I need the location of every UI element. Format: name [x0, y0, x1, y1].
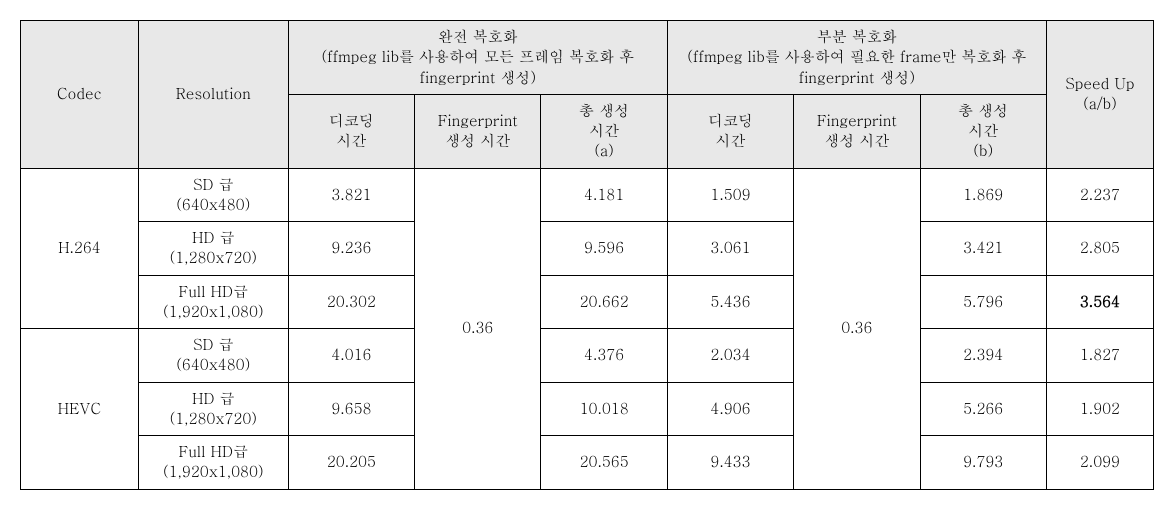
cell-full-total: 9.596: [541, 222, 667, 276]
table-row: HD 급(1,280x720)9.658 10.0184.906 5.2661.90…: [21, 382, 1154, 436]
cell-full-decode-time: 9.236: [288, 222, 414, 276]
cell-speedup: 2.237: [1046, 168, 1153, 222]
header-codec: Codec: [21, 21, 139, 169]
table-row: HD 급(1,280x720)9.236 9.5963.061 3.4212.805: [21, 222, 1154, 276]
cell-partial-total: 5.796: [920, 275, 1046, 329]
cell-full-decode-time: 3.821: [288, 168, 414, 222]
cell-full-total: 20.565: [541, 436, 667, 490]
cell-resolution: HD 급(1,280x720): [138, 222, 288, 276]
header-partial-decode: 부분 복호화(ffmpeg lib를 사용하여 필요한 frame만 복호화 후…: [667, 21, 1046, 95]
cell-partial-decode-time: 1.509: [667, 168, 793, 222]
cell-full-decode-time: 9.658: [288, 382, 414, 436]
header-partial-decode-time: 디코딩시간: [667, 94, 793, 168]
header-resolution: Resolution: [138, 21, 288, 169]
cell-partial-total: 3.421: [920, 222, 1046, 276]
cell-full-decode-time: 20.302: [288, 275, 414, 329]
cell-partial-fp-time: 0.36: [794, 168, 920, 489]
cell-codec: HEVC: [21, 329, 139, 490]
cell-full-decode-time: 20.205: [288, 436, 414, 490]
cell-full-total: 20.662: [541, 275, 667, 329]
cell-partial-total: 2.394: [920, 329, 1046, 383]
cell-full-decode-time: 4.016: [288, 329, 414, 383]
cell-full-fp-time: 0.36: [415, 168, 541, 489]
cell-codec: H.264: [21, 168, 139, 329]
codec-performance-table: Codec Resolution 완전 복호화(ffmpeg lib를 사용하여…: [20, 20, 1154, 490]
cell-full-total: 10.018: [541, 382, 667, 436]
cell-partial-total: 5.266: [920, 382, 1046, 436]
header-partial-fp-time: Fingerprint생성 시간: [794, 94, 920, 168]
header-speedup: Speed Up(a/b): [1046, 21, 1153, 169]
table-row: H.264SD 급(640x480)3.8210.364.1811.5090.3…: [21, 168, 1154, 222]
cell-partial-decode-time: 5.436: [667, 275, 793, 329]
cell-resolution: Full HD급(1,920x1,080): [138, 275, 288, 329]
cell-speedup: 2.099: [1046, 436, 1153, 490]
cell-full-total: 4.181: [541, 168, 667, 222]
cell-partial-total: 9.793: [920, 436, 1046, 490]
table-row: HEVCSD 급(640x480)4.0164.3762.0342.3941.8…: [21, 329, 1154, 383]
header-full-fp-time: Fingerprint생성 시간: [415, 94, 541, 168]
cell-resolution: SD 급(640x480): [138, 329, 288, 383]
cell-resolution: Full HD급(1,920x1,080): [138, 436, 288, 490]
cell-partial-decode-time: 9.433: [667, 436, 793, 490]
cell-partial-total: 1.869: [920, 168, 1046, 222]
cell-partial-decode-time: 4.906: [667, 382, 793, 436]
cell-full-total: 4.376: [541, 329, 667, 383]
cell-speedup: 1.902: [1046, 382, 1153, 436]
cell-resolution: SD 급(640x480): [138, 168, 288, 222]
header-full-decode: 완전 복호화(ffmpeg lib를 사용하여 모든 프레임 복호화 후 fin…: [288, 21, 667, 95]
cell-partial-decode-time: 3.061: [667, 222, 793, 276]
table-row: Full HD급(1,920x1,080)20.205 20.5659.433 9.…: [21, 436, 1154, 490]
cell-partial-decode-time: 2.034: [667, 329, 793, 383]
table-row: Full HD급(1,920x1,080)20.302 20.6625.436 5.…: [21, 275, 1154, 329]
cell-resolution: HD 급(1,280x720): [138, 382, 288, 436]
header-full-total-a: 총 생성시간(a): [541, 94, 667, 168]
header-partial-total-b: 총 생성시간(b): [920, 94, 1046, 168]
cell-speedup: 1.827: [1046, 329, 1153, 383]
cell-speedup: 2.805: [1046, 222, 1153, 276]
header-full-decode-time: 디코딩시간: [288, 94, 414, 168]
cell-speedup: 3.564: [1046, 275, 1153, 329]
